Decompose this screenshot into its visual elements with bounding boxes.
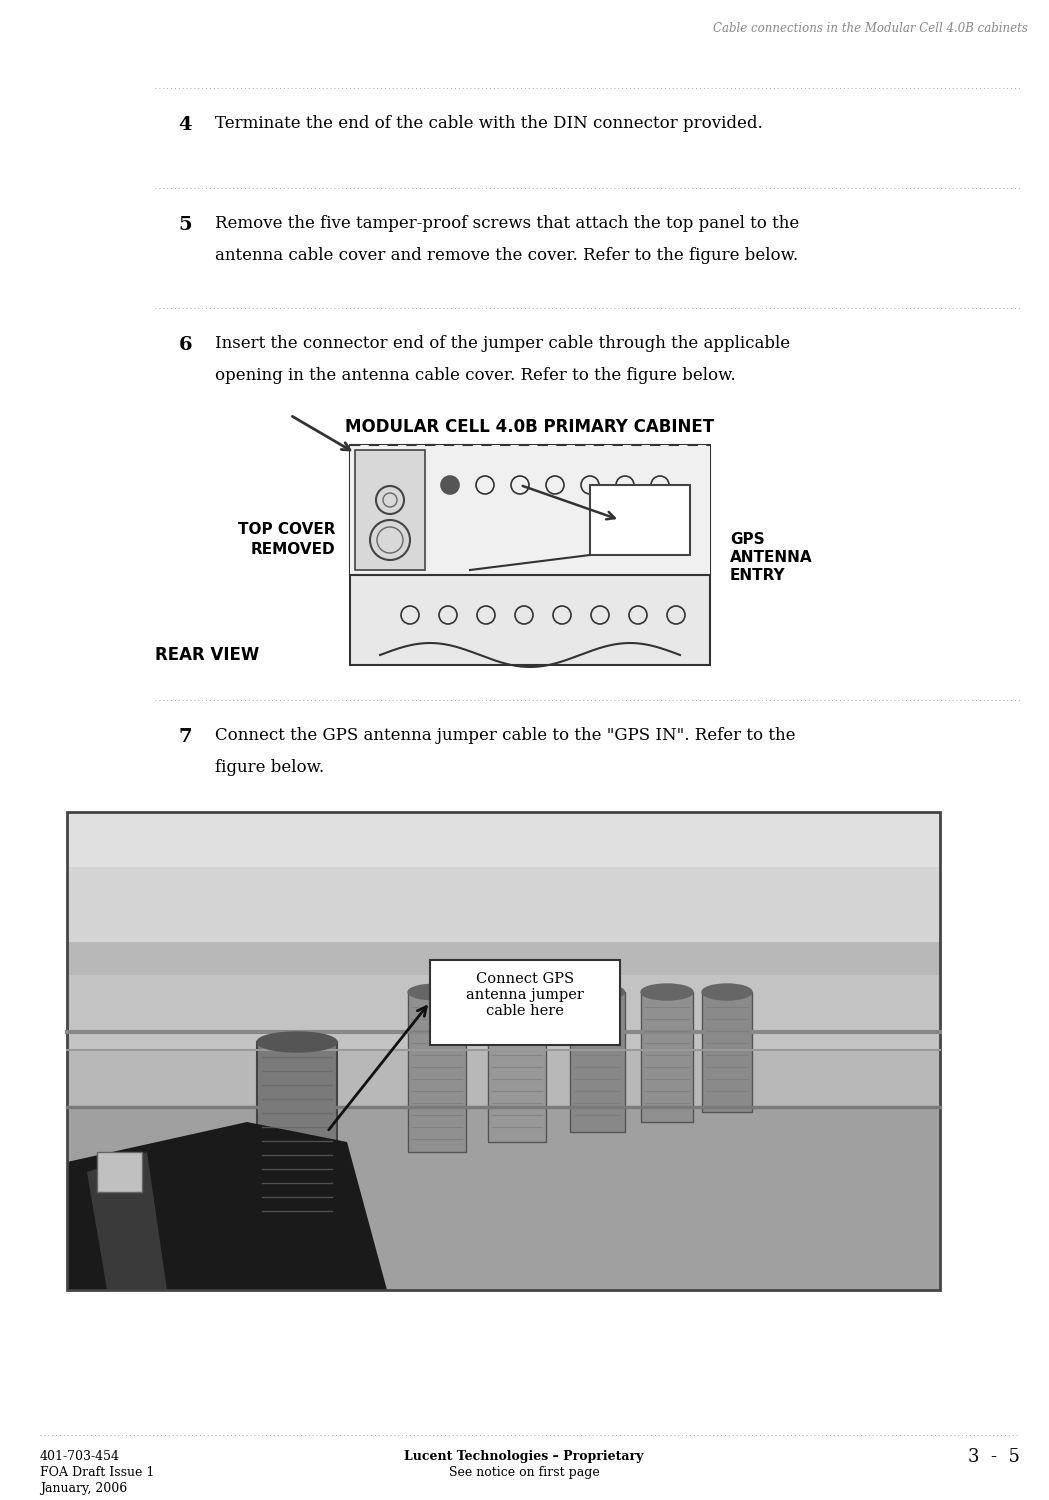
Text: REMOVED: REMOVED (251, 543, 335, 558)
Text: 5: 5 (178, 216, 192, 234)
Bar (355, 450, 425, 570)
Bar (408, 992, 466, 1152)
Bar (702, 992, 752, 1112)
Bar (257, 1042, 337, 1222)
Polygon shape (87, 1152, 167, 1290)
Text: TOP COVER: TOP COVER (237, 522, 335, 537)
Ellipse shape (702, 984, 752, 1000)
Text: Connect GPS
antenna jumper
cable here: Connect GPS antenna jumper cable here (466, 972, 584, 1018)
Text: antenna cable cover and remove the cover. Refer to the figure below.: antenna cable cover and remove the cover… (215, 248, 798, 264)
Text: ANTENNA: ANTENNA (730, 550, 813, 566)
Ellipse shape (408, 984, 466, 1000)
Bar (67, 812, 940, 1290)
Text: Connect the GPS antenna jumper cable to the "GPS IN". Refer to the: Connect the GPS antenna jumper cable to … (215, 728, 795, 744)
Text: MODULAR CELL 4.0B PRIMARY CABINET: MODULAR CELL 4.0B PRIMARY CABINET (345, 419, 714, 436)
Text: Terminate the end of the cable with the DIN connector provided.: Terminate the end of the cable with the … (215, 116, 763, 132)
Bar (488, 992, 545, 1142)
Text: 401-703-454: 401-703-454 (40, 1450, 120, 1462)
Text: 4: 4 (178, 116, 192, 134)
Bar (67, 812, 940, 1290)
Ellipse shape (570, 984, 624, 1000)
Bar (350, 446, 710, 574)
Bar (67, 812, 940, 942)
Bar (350, 446, 710, 664)
Bar (97, 1152, 142, 1192)
Text: Insert the connector end of the jumper cable through the applicable: Insert the connector end of the jumper c… (215, 334, 790, 352)
Text: Cable connections in the Modular Cell 4.0B cabinets: Cable connections in the Modular Cell 4.… (713, 22, 1028, 34)
Text: ENTRY: ENTRY (730, 568, 786, 584)
Bar (67, 975, 940, 1050)
Bar (430, 960, 620, 1046)
Text: Lucent Technologies – Proprietary: Lucent Technologies – Proprietary (404, 1450, 644, 1462)
Text: REAR VIEW: REAR VIEW (155, 646, 259, 664)
Text: Remove the five tamper-proof screws that attach the top panel to the: Remove the five tamper-proof screws that… (215, 214, 799, 232)
Ellipse shape (257, 1032, 337, 1052)
Text: See notice on first page: See notice on first page (449, 1466, 599, 1479)
Bar (570, 992, 625, 1132)
Text: figure below.: figure below. (215, 759, 324, 776)
Text: 6: 6 (178, 336, 192, 354)
Text: 3  -  5: 3 - 5 (968, 1448, 1020, 1466)
Circle shape (441, 476, 459, 494)
Bar (641, 992, 693, 1122)
Text: FOA Draft Issue 1: FOA Draft Issue 1 (40, 1466, 154, 1479)
Bar (67, 812, 940, 867)
Ellipse shape (488, 984, 545, 1000)
Bar (67, 1107, 940, 1290)
Bar (590, 484, 690, 555)
Text: GPS: GPS (730, 532, 765, 548)
Text: opening in the antenna cable cover. Refer to the figure below.: opening in the antenna cable cover. Refe… (215, 368, 735, 384)
Text: 7: 7 (178, 728, 192, 746)
Text: January, 2006: January, 2006 (40, 1482, 127, 1496)
Polygon shape (67, 1122, 387, 1290)
Ellipse shape (641, 984, 693, 1000)
